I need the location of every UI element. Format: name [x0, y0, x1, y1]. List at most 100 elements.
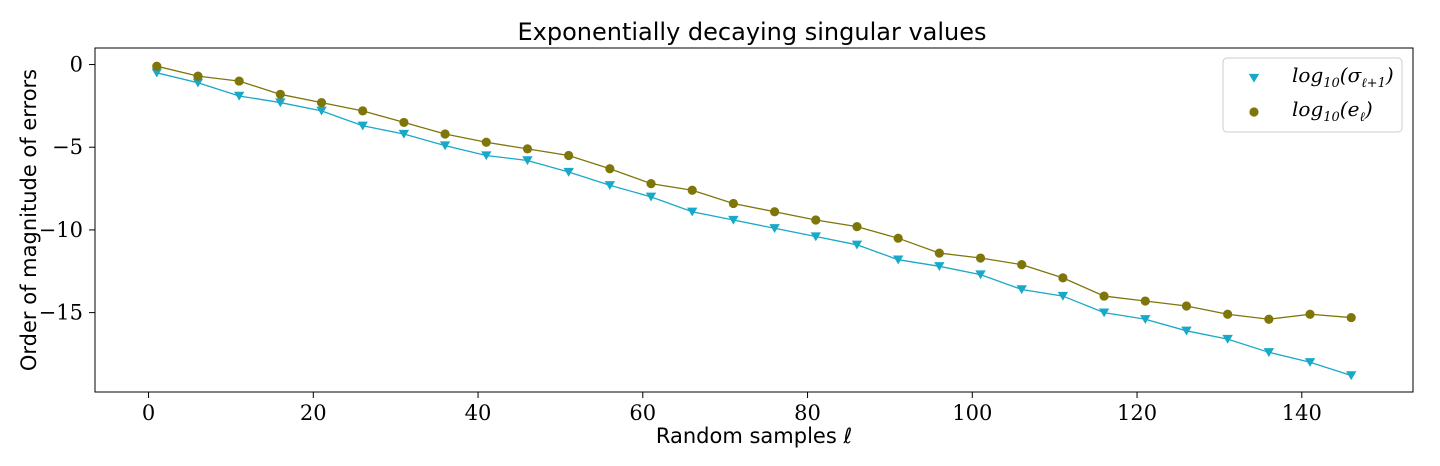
data-point — [852, 222, 862, 232]
legend-label-part: ℓ — [1359, 110, 1365, 125]
x-tick-label: 60 — [629, 401, 656, 425]
data-point — [152, 61, 162, 71]
data-point — [1140, 315, 1151, 324]
data-point — [811, 215, 821, 225]
data-point — [1304, 358, 1316, 367]
y-tick-label: −5 — [52, 135, 83, 159]
data-point — [728, 215, 739, 225]
data-point — [1140, 296, 1150, 306]
series-2 — [152, 61, 1356, 324]
series-line — [156, 72, 1352, 377]
data-point — [358, 106, 368, 116]
data-point — [769, 207, 780, 217]
data-point — [1222, 334, 1233, 344]
data-point — [645, 192, 657, 202]
data-point — [604, 181, 616, 190]
y-tick-label: −15 — [39, 301, 83, 325]
x-tick-label: 120 — [1117, 401, 1157, 425]
data-point — [1305, 309, 1315, 319]
data-point — [481, 137, 491, 147]
x-tick-label: 100 — [952, 401, 992, 425]
data-point — [1057, 291, 1069, 301]
data-point — [605, 164, 615, 174]
x-tick-label: 0 — [142, 401, 155, 425]
data-point — [1017, 260, 1027, 270]
data-point — [1346, 371, 1357, 381]
data-point — [316, 106, 327, 116]
data-point — [892, 255, 904, 265]
data-point — [440, 129, 450, 139]
data-point — [646, 179, 656, 189]
data-point — [975, 253, 986, 263]
x-axis: 0 20 40 60 80 100 120 140 — [142, 392, 1322, 425]
legend-entry-2: log10(eℓ) — [1249, 97, 1373, 125]
data-point — [934, 262, 945, 271]
series-line — [156, 65, 1352, 320]
legend-entry-1: log10(σℓ+1) — [1248, 63, 1394, 91]
data-point — [399, 117, 409, 128]
legend-box — [1222, 57, 1403, 133]
data-point — [687, 185, 697, 195]
legend-label-part: 10 — [1323, 76, 1340, 91]
y-tick-label: 0 — [70, 53, 83, 77]
series-layer — [151, 61, 1357, 381]
data-point — [1264, 314, 1274, 324]
legend-label: log10(σℓ+1) — [1292, 63, 1394, 91]
legend-marker — [1248, 73, 1260, 83]
data-point — [564, 150, 574, 161]
data-point — [1098, 308, 1110, 318]
data-point — [151, 68, 162, 78]
legend-label-part: 10 — [1323, 110, 1340, 125]
plot-area-frame — [94, 47, 1414, 393]
data-point — [234, 76, 244, 86]
data-point — [1263, 348, 1275, 357]
data-point — [1016, 285, 1027, 295]
legend-label-part: log — [1292, 97, 1323, 121]
data-point — [1099, 291, 1109, 301]
x-tick-label: 20 — [300, 401, 327, 425]
data-point — [687, 207, 698, 217]
data-point — [975, 270, 986, 280]
y-tick-label: −10 — [39, 218, 83, 242]
data-point — [398, 129, 410, 139]
x-tick-label: 140 — [1282, 401, 1322, 425]
data-point — [769, 224, 780, 233]
data-point — [1223, 309, 1233, 319]
legend-label-part: (e — [1340, 97, 1360, 121]
data-point — [233, 91, 245, 101]
legend-label-part: ℓ+1 — [1361, 76, 1386, 91]
data-point — [1181, 301, 1192, 311]
data-point — [934, 248, 944, 258]
data-point — [275, 89, 285, 99]
legend: log10(σℓ+1)log10(eℓ) — [1222, 57, 1403, 133]
data-point — [563, 167, 574, 177]
y-axis-label: Order of magnitude of errors — [17, 69, 41, 371]
chart-title: Exponentially decaying singular values — [517, 18, 986, 46]
legend-marker — [1249, 107, 1259, 117]
data-point — [1346, 312, 1356, 323]
data-point — [851, 240, 863, 250]
data-point — [439, 141, 451, 151]
x-axis-label: Random samples ℓ — [656, 424, 852, 448]
data-point — [1181, 326, 1192, 336]
data-point — [357, 121, 368, 131]
data-point — [1058, 273, 1068, 283]
data-point — [728, 198, 739, 209]
data-point — [275, 98, 286, 108]
data-point — [810, 232, 821, 242]
data-point — [316, 97, 327, 108]
y-axis: 0 −5 −10 −15 — [39, 53, 95, 325]
data-point — [522, 156, 533, 166]
legend-label-part: log — [1292, 63, 1323, 87]
data-point — [893, 233, 903, 243]
legend-label-part: (σ — [1340, 63, 1363, 87]
data-point — [522, 144, 533, 154]
data-point — [192, 78, 204, 88]
legend-label-part: ) — [1385, 63, 1394, 87]
data-point — [193, 71, 203, 81]
legend-label: log10(eℓ) — [1292, 97, 1373, 125]
legend-label-part: ) — [1364, 97, 1373, 121]
x-tick-label: 80 — [794, 401, 821, 425]
series-1 — [151, 68, 1357, 381]
